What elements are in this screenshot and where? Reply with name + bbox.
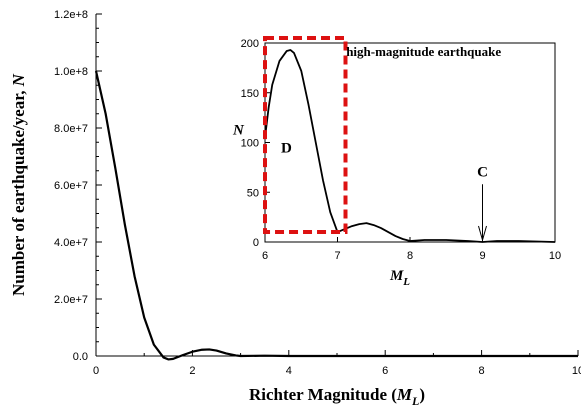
inset-y-tick-label: 50	[247, 187, 259, 199]
main-x-tick-label: 8	[479, 365, 485, 377]
inset-y-tick-label: 150	[241, 88, 259, 100]
main-y-tick-label: 6.0e+7	[54, 180, 88, 192]
main-y-tick-label: 1.0e+8	[54, 66, 88, 78]
inset-x-tick-label: 6	[262, 250, 268, 262]
inset-x-axis-title: ML	[389, 268, 410, 288]
main-y-tick-label: 2.0e+7	[54, 294, 88, 306]
inset-y-tick-label: 100	[241, 138, 259, 150]
main-x-axis-title: Richter Magnitude (ML)	[249, 385, 425, 408]
region-d-dashed-box	[263, 36, 348, 235]
inset-series-line	[264, 49, 556, 243]
point-c-label: C	[477, 164, 488, 180]
inset-annotation-title: high-magnitude earthquake	[346, 44, 501, 59]
main-x-tick-label: 0	[93, 365, 99, 377]
main-y-axis-title: Number of earthquake/year, N	[9, 73, 28, 296]
main-y-tick-label: 4.0e+7	[54, 237, 88, 249]
main-plot: 0.0 2.0e+7 4.0e+7 6.0e+7 8.0e+7 1.0e+8 1.2e+8 0…	[54, 9, 581, 377]
main-x-tick-label: 6	[382, 365, 388, 377]
main-y-tick-label: 1.2e+8	[54, 9, 88, 21]
main-y-tick-label: 0.0	[73, 351, 88, 363]
region-d-label: D	[281, 140, 292, 156]
inset-x-tick-label: 7	[334, 250, 340, 262]
inset-y-tick-label: 0	[253, 237, 259, 249]
main-series-line	[94, 70, 578, 361]
inset-x-tick-label: 10	[549, 250, 561, 262]
point-c-arrowhead	[478, 225, 487, 242]
inset-y-tick-label: 200	[241, 38, 259, 50]
inset-y-axis-title: N	[232, 123, 245, 139]
main-x-tick-label: 10	[572, 365, 581, 377]
main-y-tick-label: 8.0e+7	[54, 123, 88, 135]
inset-x-tick-label: 8	[407, 250, 413, 262]
main-x-tick-label: 2	[189, 365, 195, 377]
main-x-tick-label: 4	[286, 365, 292, 377]
inset-x-tick-label: 9	[479, 250, 485, 262]
